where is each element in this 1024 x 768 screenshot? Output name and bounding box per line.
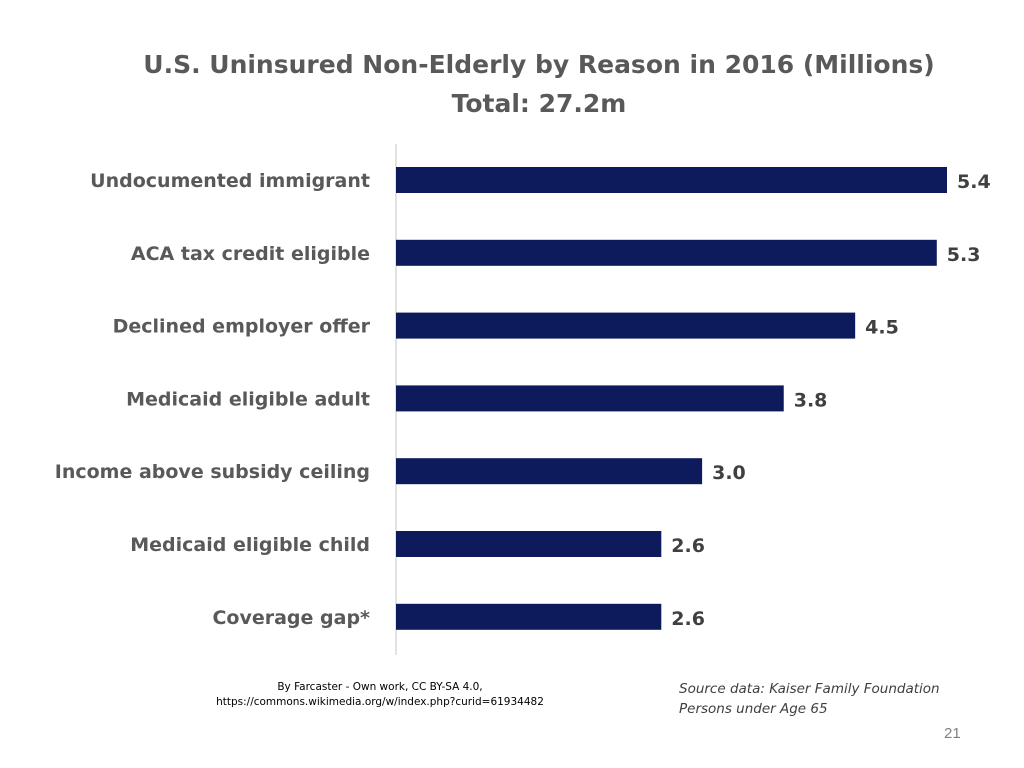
category-label: Medicaid eligible adult <box>126 388 370 410</box>
attribution-line-2: https://commons.wikimedia.org/w/index.ph… <box>216 696 544 708</box>
slide-number: 21 <box>944 725 961 742</box>
category-label: Declined employer offer <box>113 316 371 338</box>
value-label: 3.8 <box>794 389 828 411</box>
bars-group: Undocumented immigrant 5.4 ACA tax credit … <box>55 167 991 630</box>
attribution-line-1: By Farcaster - Own work, CC BY-SA 4.0, <box>277 681 483 693</box>
category-label: Undocumented immigrant <box>90 170 370 192</box>
value-label: 5.4 <box>957 171 991 193</box>
value-label: 2.6 <box>671 535 705 557</box>
category-label: ACA tax credit eligible <box>131 243 370 265</box>
bar <box>396 167 947 193</box>
attribution: By Farcaster - Own work, CC BY-SA 4.0, h… <box>200 680 560 710</box>
bar <box>396 603 662 630</box>
bar <box>396 385 784 412</box>
value-label: 5.3 <box>947 244 981 266</box>
bar <box>396 531 662 557</box>
chart-subtitle: Total: 27.2m <box>451 89 627 118</box>
value-label: 4.5 <box>865 317 899 339</box>
source-note: Source data: Kaiser Family Foundation Pe… <box>679 679 940 719</box>
category-label: Income above subsidy ceiling <box>55 461 370 483</box>
source-line-2: Persons under Age 65 <box>679 701 828 717</box>
value-label: 2.6 <box>671 608 705 630</box>
category-label: Coverage gap* <box>212 607 370 629</box>
category-label: Medicaid eligible child <box>130 534 370 556</box>
bar <box>396 458 703 485</box>
value-label: 3.0 <box>712 462 746 484</box>
bar <box>396 312 856 339</box>
bar <box>396 239 937 266</box>
source-line-1: Source data: Kaiser Family Foundation <box>679 681 940 697</box>
chart-title: U.S. Uninsured Non-Elderly by Reason in … <box>143 50 935 79</box>
